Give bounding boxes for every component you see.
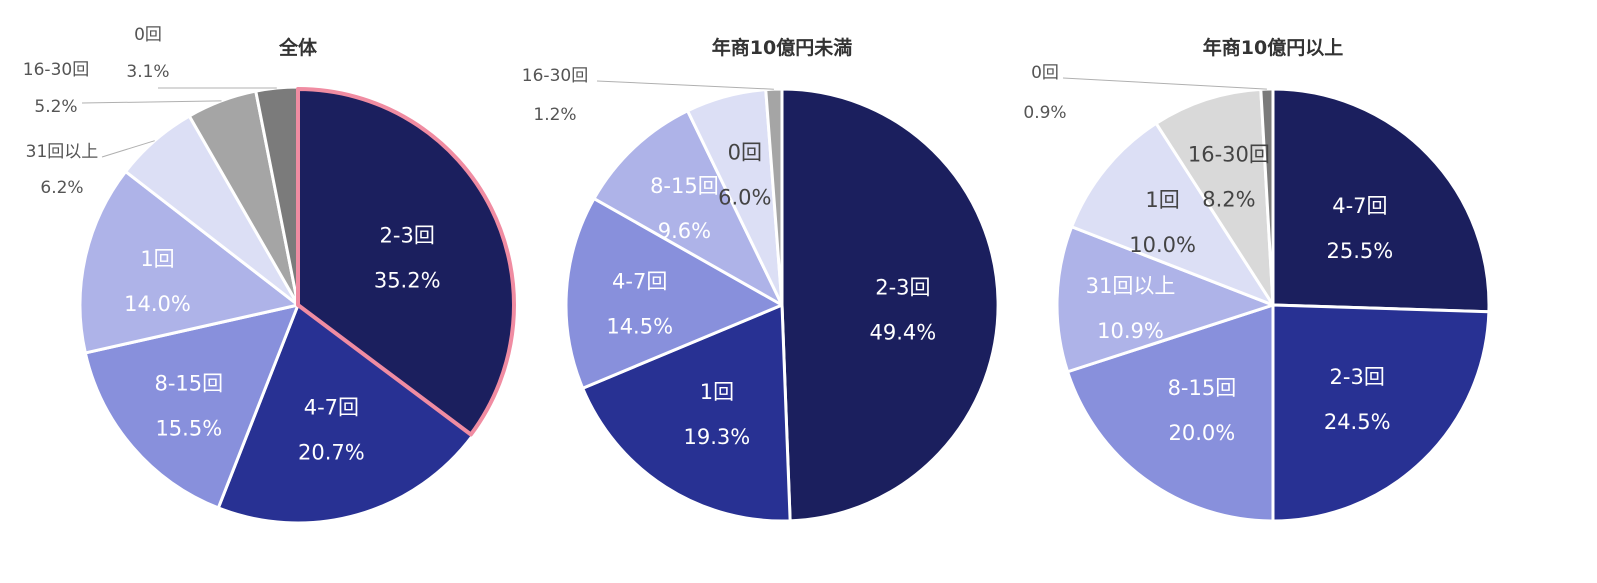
slice-label-group-31: 31回以上 6.2%: [26, 140, 155, 198]
slice-label: 1回: [140, 247, 174, 271]
pie-slice-1: [1070, 121, 1275, 307]
slice-label-group-16-30: 16-30回 1.2%: [522, 66, 774, 125]
pie-slice-31: [1055, 225, 1275, 374]
slice-label-group-4-7: 4-7回 20.7%: [298, 395, 365, 464]
slice-label-group-31: 31回以上 10.9%: [1086, 274, 1176, 343]
pie-slice-16-30: [1154, 87, 1275, 307]
slice-label: 31回以上: [1086, 274, 1176, 298]
slice-label: 1回: [700, 380, 734, 404]
slice-label: 2-3回: [1330, 365, 1385, 389]
slice-value-label: 8.2%: [1202, 187, 1255, 211]
slice-value-label: 10.0%: [1129, 233, 1196, 257]
slice-label: 8-15回: [650, 174, 719, 198]
slice-value-label: 5.2%: [34, 97, 77, 117]
slice-label-group-8-15: 8-15回 20.0%: [1168, 376, 1237, 445]
slice-label-group-1: 1回 19.3%: [684, 380, 751, 449]
pie-slice-1: [581, 303, 792, 523]
slice-value-label: 20.7%: [298, 440, 365, 464]
slice-value-label: 19.3%: [684, 425, 751, 449]
slice-label-group-1: 1回 10.0%: [1129, 188, 1196, 257]
slice-label: 4-7回: [304, 395, 359, 419]
leader-line: [596, 80, 774, 90]
slice-label-group-8-15: 8-15回 9.6%: [650, 174, 719, 243]
slice-label-group-2-3: 2-3回 35.2%: [374, 223, 441, 292]
slice-label-group-4-7: 4-7回 14.5%: [606, 270, 673, 339]
pie-slice-8-15: [592, 109, 784, 307]
leader-line: [81, 100, 222, 104]
slice-label-group-0: 0回 3.1%: [126, 25, 277, 89]
slice-value-label: 9.6%: [658, 219, 711, 243]
slice-label: 0回: [134, 25, 162, 45]
slice-label: 2-3回: [875, 276, 930, 300]
pie-slice-4-7: [216, 303, 474, 525]
pie-slice-8-15: [83, 303, 300, 510]
chart-title: 年商10億円未満: [712, 36, 852, 59]
slice-label-group-8-15: 8-15回 15.5%: [154, 372, 223, 441]
slice-label: 2-3回: [380, 223, 435, 247]
slice-label: 8-15回: [154, 372, 223, 396]
pie-slice-1: [78, 170, 300, 355]
leader-line: [101, 140, 155, 158]
pie-slice-2-3: [780, 87, 1000, 523]
slice-label-group-2-3: 2-3回 24.5%: [1324, 365, 1391, 434]
slice-label-group-0: 0回 0.9%: [1023, 63, 1267, 123]
slice-value-label: 3.1%: [126, 62, 169, 82]
slice-value-label: 49.4%: [870, 321, 937, 345]
slice-label-group-4-7: 4-7回 25.5%: [1327, 194, 1394, 263]
leader-line: [1062, 77, 1267, 90]
slice-label: 4-7回: [1332, 194, 1387, 218]
slice-label-group-1: 1回 14.0%: [124, 247, 191, 316]
slice-label-group-16-30: 16-30回 5.2%: [23, 60, 222, 117]
slice-value-label: 20.0%: [1169, 421, 1236, 445]
slice-label: 16-30回: [1188, 142, 1270, 166]
slice-label: 1回: [1145, 188, 1179, 212]
slice-label-group-2-3: 2-3回 49.4%: [870, 276, 937, 345]
chart-title: 年商10億円以上: [1203, 36, 1343, 59]
slice-label-group-0: 0回 6.0%: [718, 140, 771, 209]
slice-label-group-16-30: 16-30回 8.2%: [1188, 142, 1270, 211]
slice-value-label: 15.5%: [155, 417, 222, 441]
slice-value-label: 14.5%: [606, 315, 673, 339]
slice-label: 4-7回: [612, 270, 667, 294]
slice-value-label: 1.2%: [533, 105, 576, 125]
pie-slice-8-15: [1066, 303, 1275, 523]
slice-label: 16-30回: [522, 66, 588, 86]
pie-slice-4-7: [1271, 87, 1491, 314]
chart-title: 全体: [278, 36, 318, 59]
slice-label: 8-15回: [1168, 376, 1237, 400]
slice-label: 0回: [728, 140, 762, 164]
pie-chart-3: 年商10億円以上 4-7回 25.5% 2-3回 24.5% 8-15回 20.0% 31回以…: [1023, 36, 1491, 523]
slice-label: 16-30回: [23, 60, 89, 80]
slice-value-label: 14.0%: [124, 292, 191, 316]
slice-value-label: 6.0%: [718, 185, 771, 209]
pie-chart-2: 年商10億円未満 2-3回 49.4% 1回 19.3% 4-7回 14.5% 8-15回 9.…: [522, 36, 1000, 523]
pie-slice-4-7: [564, 197, 784, 390]
slice-label: 31回以上: [26, 142, 99, 162]
slice-value-label: 6.2%: [40, 178, 83, 198]
slice-label: 0回: [1031, 63, 1059, 83]
slice-value-label: 25.5%: [1327, 239, 1394, 263]
slice-value-label: 35.2%: [374, 268, 441, 292]
slice-value-label: 10.9%: [1097, 319, 1164, 343]
slice-value-label: 0.9%: [1023, 103, 1066, 123]
pie-slice-2-3: [1271, 303, 1491, 523]
pie-chart-1: 全体 2-3回 35.2% 4-7回 20.7% 8-15回 15.5% 1回 14.0% 31回…: [23, 25, 518, 525]
slice-value-label: 24.5%: [1324, 410, 1391, 434]
highlight-outline: [296, 87, 516, 437]
